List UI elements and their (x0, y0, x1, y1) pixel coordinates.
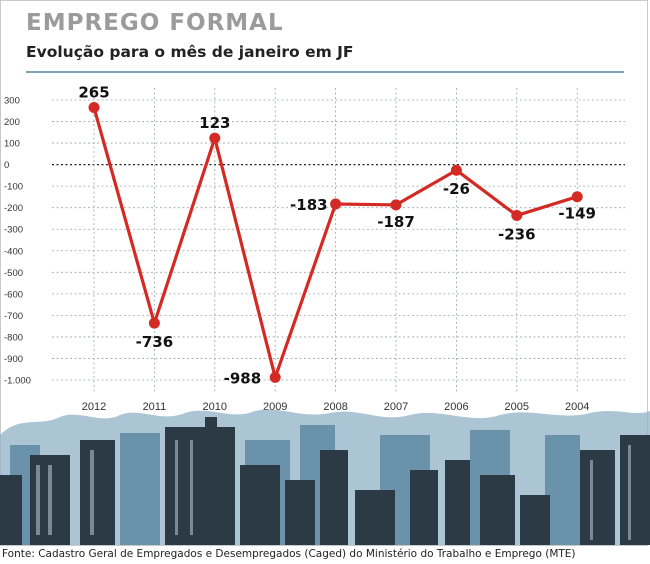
x-tick-label: 2011 (143, 401, 167, 410)
y-tick-label: -200 (4, 203, 23, 214)
data-label: 265 (78, 84, 109, 102)
chart-title: EMPREGO FORMAL (26, 10, 284, 36)
data-point (511, 209, 523, 221)
data-point (269, 371, 281, 383)
data-point (450, 164, 462, 176)
data-point (390, 199, 402, 211)
city-skyline-illustration (0, 409, 650, 545)
x-tick-label: 2005 (505, 401, 529, 410)
y-tick-label: 100 (4, 139, 20, 150)
skyline-windows (36, 440, 631, 540)
y-tick-label: -300 (4, 225, 23, 236)
y-tick-label: -1.000 (4, 376, 31, 387)
y-tick-label: -600 (4, 289, 23, 300)
data-point (88, 102, 100, 114)
data-label: 123 (199, 114, 230, 132)
data-label: -183 (290, 196, 328, 214)
x-tick-label: 2010 (203, 401, 227, 410)
data-point (209, 132, 221, 144)
y-tick-label: 0 (4, 160, 9, 171)
y-tick-label: -400 (4, 246, 23, 257)
y-tick-label: -800 (4, 332, 23, 343)
chart-subtitle: Evolução para o mês de janeiro em JF (26, 43, 354, 61)
data-point (571, 191, 583, 203)
x-tick-label: 2008 (323, 401, 347, 410)
data-label: -236 (498, 225, 536, 243)
data-label: -149 (558, 205, 596, 223)
y-tick-label: -700 (4, 311, 23, 322)
x-tick-label: 2006 (444, 401, 468, 410)
data-point (148, 317, 160, 329)
y-tick-label: 300 (4, 96, 20, 107)
data-label: -187 (377, 213, 415, 231)
x-tick-label: 2012 (82, 401, 106, 410)
source-note: Fonte: Cadastro Geral de Empregados e De… (2, 548, 576, 560)
data-label: -26 (443, 180, 470, 198)
data-label: -736 (136, 333, 174, 351)
y-tick-label: 200 (4, 117, 20, 128)
x-tick-label: 2004 (565, 401, 589, 410)
y-tick-label: -100 (4, 182, 23, 193)
y-tick-label: -500 (4, 268, 23, 279)
y-tick-label: -900 (4, 354, 23, 365)
header-rule (26, 71, 624, 73)
data-point (330, 198, 342, 210)
x-tick-label: 2007 (384, 401, 408, 410)
line-chart: 300 200 100 0 -100 -200 -300 -400 -500 -600 -700 -8… (4, 84, 625, 410)
x-tick-label: 2009 (263, 401, 287, 410)
data-label: -988 (224, 369, 262, 387)
